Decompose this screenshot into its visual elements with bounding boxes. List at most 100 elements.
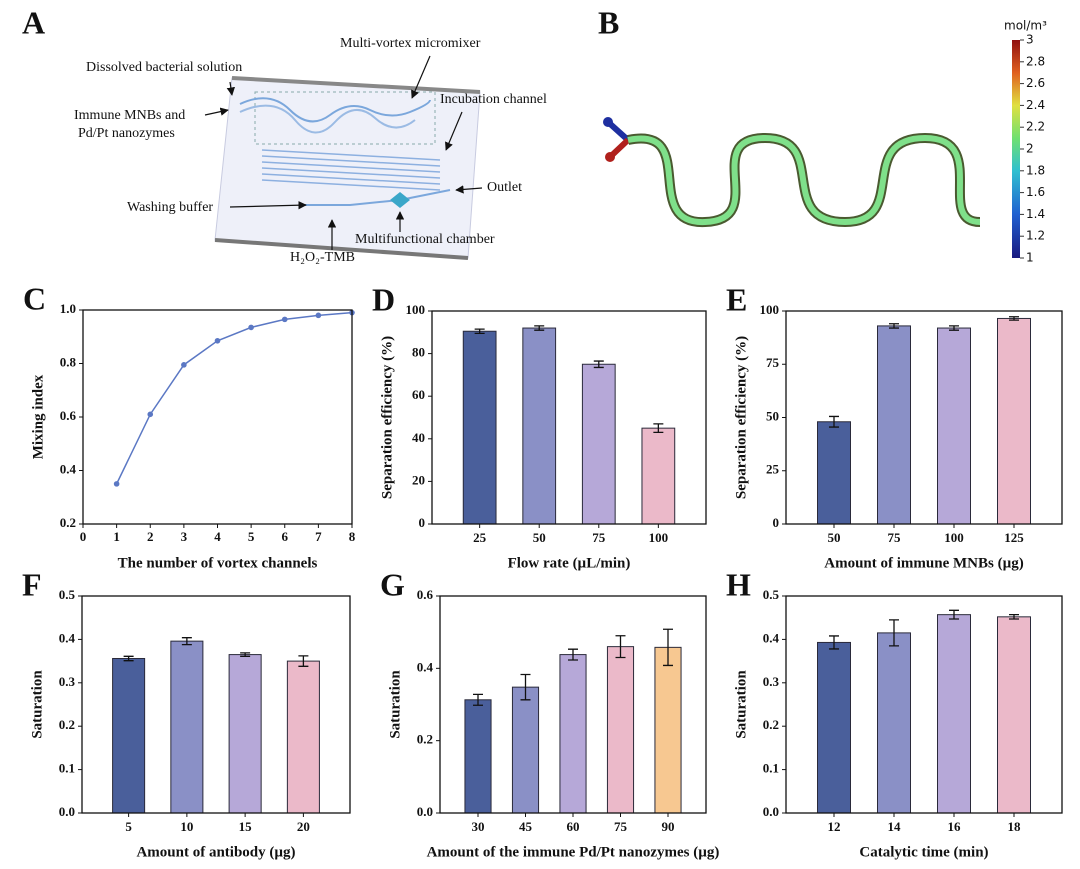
label: Multifunctional chamber	[355, 232, 495, 247]
y-tick-label: 0.6	[60, 408, 77, 423]
colorbar-tick-label: 1	[1026, 251, 1034, 265]
error-bar	[568, 648, 578, 661]
x-tick-label: 5	[125, 819, 132, 834]
panel-letter: F	[22, 566, 42, 602]
x-tick-label: 3	[181, 529, 188, 544]
colorbar-tick-label: 1.4	[1026, 207, 1045, 221]
error-bar	[240, 652, 251, 657]
y-tick-label: 0.5	[59, 587, 76, 602]
bar	[581, 363, 616, 525]
x-tick-label: 75	[592, 530, 606, 545]
colorbar-tick-label: 3	[1026, 33, 1034, 47]
label: Multi-vortex micromixer	[340, 36, 481, 51]
y-tick-label: 0.4	[60, 461, 77, 476]
x-tick-label: 7	[315, 529, 322, 544]
y-tick-label: 0.0	[59, 804, 75, 819]
x-tick-label: 16	[948, 819, 962, 834]
y-tick-label: 1.0	[60, 301, 76, 316]
bar	[937, 327, 971, 525]
plot-frame	[81, 595, 351, 814]
error-bar	[829, 635, 839, 650]
x-tick-label: 14	[888, 819, 902, 834]
y-tick-label: 100	[406, 302, 426, 317]
y-tick-label: 0.3	[763, 674, 780, 689]
plot-frame	[785, 595, 1063, 814]
bar	[641, 427, 676, 525]
micromixer	[239, 104, 416, 134]
bar	[997, 616, 1031, 814]
point	[214, 337, 221, 344]
panel-letter: H	[726, 566, 751, 602]
error-bar	[949, 325, 959, 331]
chamber	[390, 192, 410, 208]
bar	[877, 325, 911, 525]
label: Washing buffer	[127, 200, 213, 215]
error-bar	[889, 619, 899, 647]
x-tick-label: 90	[662, 819, 675, 834]
y-tick-label: 0.2	[59, 717, 75, 732]
bar	[286, 660, 320, 814]
error-bar	[1009, 614, 1019, 620]
bar	[112, 657, 146, 814]
micromixer	[239, 97, 431, 123]
colorbar-tick-label: 2.6	[1026, 76, 1045, 90]
x-tick-label: 30	[472, 819, 485, 834]
chip-edge	[214, 238, 469, 260]
panel-letter: G	[380, 566, 405, 602]
error-bar	[123, 655, 134, 662]
x-tick-label: 50	[828, 530, 841, 545]
x-tick-label: 2	[147, 529, 154, 544]
bar	[877, 632, 911, 814]
arrows	[204, 55, 483, 250]
panel-letter: D	[372, 281, 395, 317]
x-tick-label: 10	[180, 819, 193, 834]
error-bar	[474, 328, 485, 335]
x-tick-label: 75	[614, 819, 628, 834]
panel-letter: A	[22, 4, 45, 40]
incubation-channel	[261, 149, 441, 191]
x-tick-label: 100	[649, 530, 669, 545]
y-tick-label: 0.3	[59, 674, 76, 689]
x-tick-label: 50	[533, 530, 546, 545]
x-axis-label: Catalytic time (min)	[859, 844, 988, 860]
error-bar	[949, 609, 959, 620]
x-tick-label: 60	[567, 819, 580, 834]
colorbar-tick-label: 2.8	[1026, 54, 1045, 68]
region	[254, 91, 436, 145]
y-tick-label: 0.1	[59, 761, 75, 776]
plot-frame	[439, 595, 707, 814]
label: Outlet	[487, 180, 522, 195]
y-tick-label: 0.2	[417, 732, 433, 747]
error-bar	[653, 423, 664, 434]
chart: G 0.0 0.2 0.4 0.6 Saturation Amount of the imm…	[380, 566, 719, 860]
x-tick-label: 1	[113, 529, 120, 544]
y-tick-label: 50	[766, 408, 779, 423]
panel-letter: E	[726, 281, 747, 317]
y-tick-label: 0.8	[60, 354, 77, 369]
y-tick-label: 25	[766, 462, 780, 477]
error-bar	[520, 673, 531, 701]
x-tick-label: 8	[349, 529, 356, 544]
x-tick-label: 75	[888, 530, 902, 545]
point	[181, 362, 187, 368]
panel-letter: C	[23, 280, 46, 316]
x-tick-label: 5	[248, 529, 255, 544]
y-tick-label: 40	[412, 430, 425, 445]
y-axis-label: Separation efficiency (%)	[733, 336, 749, 499]
x-tick-label: 45	[519, 819, 533, 834]
y-tick-label: 0.1	[763, 761, 779, 776]
error-bar	[534, 325, 545, 331]
bar	[606, 646, 635, 814]
bar	[937, 614, 971, 814]
plot-frame	[785, 310, 1063, 525]
chip-edge	[231, 76, 481, 94]
chart: E 0 25 50 75 100 Separation efficiency (%) Amou…	[726, 281, 1063, 571]
plot-frame	[431, 310, 707, 525]
bar	[654, 646, 682, 814]
x-axis-label: Amount of the immune Pd/Pt nanozymes (µg…	[427, 844, 720, 860]
x-axis-label: Amount of immune MNBs (µg)	[824, 555, 1023, 571]
bar	[170, 640, 204, 814]
panel-a: A Dissolved bacterial solution Multi-vor…	[22, 4, 547, 265]
panel-b: B mol/m³	[598, 4, 1047, 258]
